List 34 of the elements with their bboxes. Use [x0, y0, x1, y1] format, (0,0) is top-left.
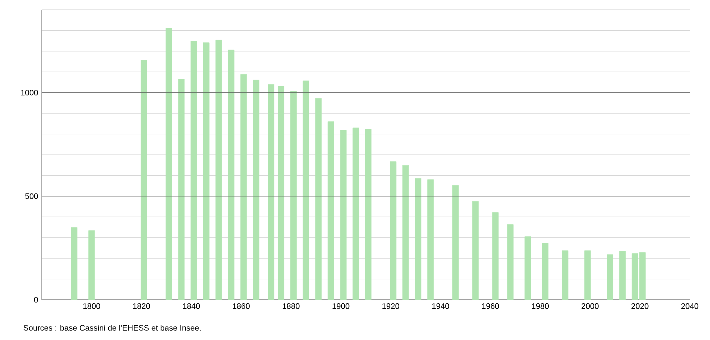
bar	[268, 84, 274, 300]
bar	[492, 212, 499, 300]
bar	[340, 130, 347, 300]
bar	[190, 41, 198, 300]
bar	[365, 129, 372, 300]
bar	[352, 128, 360, 300]
bar	[71, 228, 78, 300]
bar	[415, 178, 422, 300]
bar	[562, 250, 569, 300]
bar	[253, 80, 260, 300]
bar	[315, 98, 322, 300]
bar	[584, 250, 592, 300]
bar	[203, 42, 210, 300]
bar	[428, 180, 434, 300]
bar	[290, 91, 297, 300]
bar	[228, 50, 235, 300]
bar	[607, 254, 614, 300]
bar	[472, 201, 479, 300]
bar	[178, 79, 185, 300]
bar	[140, 60, 148, 300]
bar	[402, 165, 410, 300]
bar	[390, 162, 397, 300]
bar	[507, 224, 514, 300]
bar	[524, 236, 532, 300]
bar	[302, 80, 310, 300]
bar	[166, 28, 172, 300]
bar	[216, 40, 222, 300]
bar	[542, 243, 549, 300]
bar	[452, 185, 459, 300]
bar	[240, 74, 248, 300]
bar	[620, 251, 626, 300]
bar	[278, 86, 284, 300]
bar	[88, 230, 96, 300]
bar	[328, 122, 334, 300]
